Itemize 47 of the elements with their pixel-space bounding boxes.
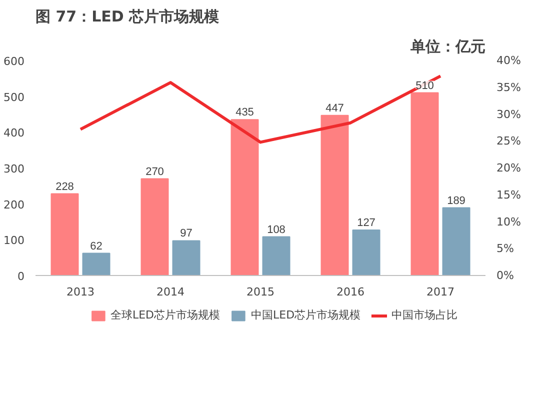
x-tick-label: 2016 — [336, 286, 365, 298]
bar — [352, 229, 380, 276]
x-tick-label: 2013 — [66, 286, 95, 298]
y-tick-label: 200 — [4, 198, 25, 212]
bar — [410, 92, 439, 276]
data-label: 270 — [146, 166, 164, 178]
data-label: 228 — [56, 180, 74, 193]
data-label: 62 — [90, 240, 102, 252]
line-series — [79, 74, 442, 144]
bar — [140, 178, 169, 276]
y2-tick-label: 0% — [496, 269, 514, 282]
data-label: 108 — [267, 224, 286, 236]
bar — [442, 207, 470, 276]
y2-tick-label: 5% — [496, 242, 514, 256]
data-label: 189 — [447, 194, 466, 207]
y2-tick-label: 35% — [496, 80, 521, 94]
bar — [172, 240, 200, 276]
x-tick-label: 2014 — [156, 286, 185, 298]
y-tick-label: 500 — [4, 90, 25, 104]
y2-tick-label: 10% — [496, 215, 521, 228]
legend-label: 中国市场占比 — [392, 308, 458, 322]
y2-tick-label: 15% — [496, 188, 521, 202]
data-label: 435 — [236, 106, 254, 119]
data-label: 510 — [416, 80, 434, 92]
data-label: 127 — [357, 216, 376, 229]
bar — [82, 252, 110, 276]
data-label: 447 — [326, 102, 344, 114]
y2-tick-label: 25% — [496, 134, 521, 148]
chart-title: 图 77：LED 芯片市场规模 — [36, 8, 220, 26]
y2-tick-label: 30% — [496, 108, 521, 121]
bar — [262, 236, 290, 276]
legend-label: 中国LED芯片市场规模 — [251, 308, 361, 322]
bar — [230, 119, 259, 276]
y-tick-label: 0 — [18, 270, 24, 283]
x-tick-label: 2017 — [426, 286, 455, 298]
y-tick-label: 300 — [4, 162, 25, 176]
y2-tick-label: 20% — [496, 162, 521, 174]
y-tick-label: 600 — [4, 55, 25, 68]
text: 单位：亿元 — [410, 38, 486, 56]
y-tick-label: 100 — [4, 234, 25, 248]
bar — [50, 193, 79, 276]
y-tick-label: 400 — [4, 126, 25, 140]
x-tick-label: 2015 — [246, 286, 275, 298]
y2-tick-label: 40% — [496, 54, 521, 67]
bar — [320, 114, 349, 276]
legend-label: 全球LED芯片市场规模 — [110, 308, 220, 322]
data-label: 97 — [180, 228, 192, 240]
